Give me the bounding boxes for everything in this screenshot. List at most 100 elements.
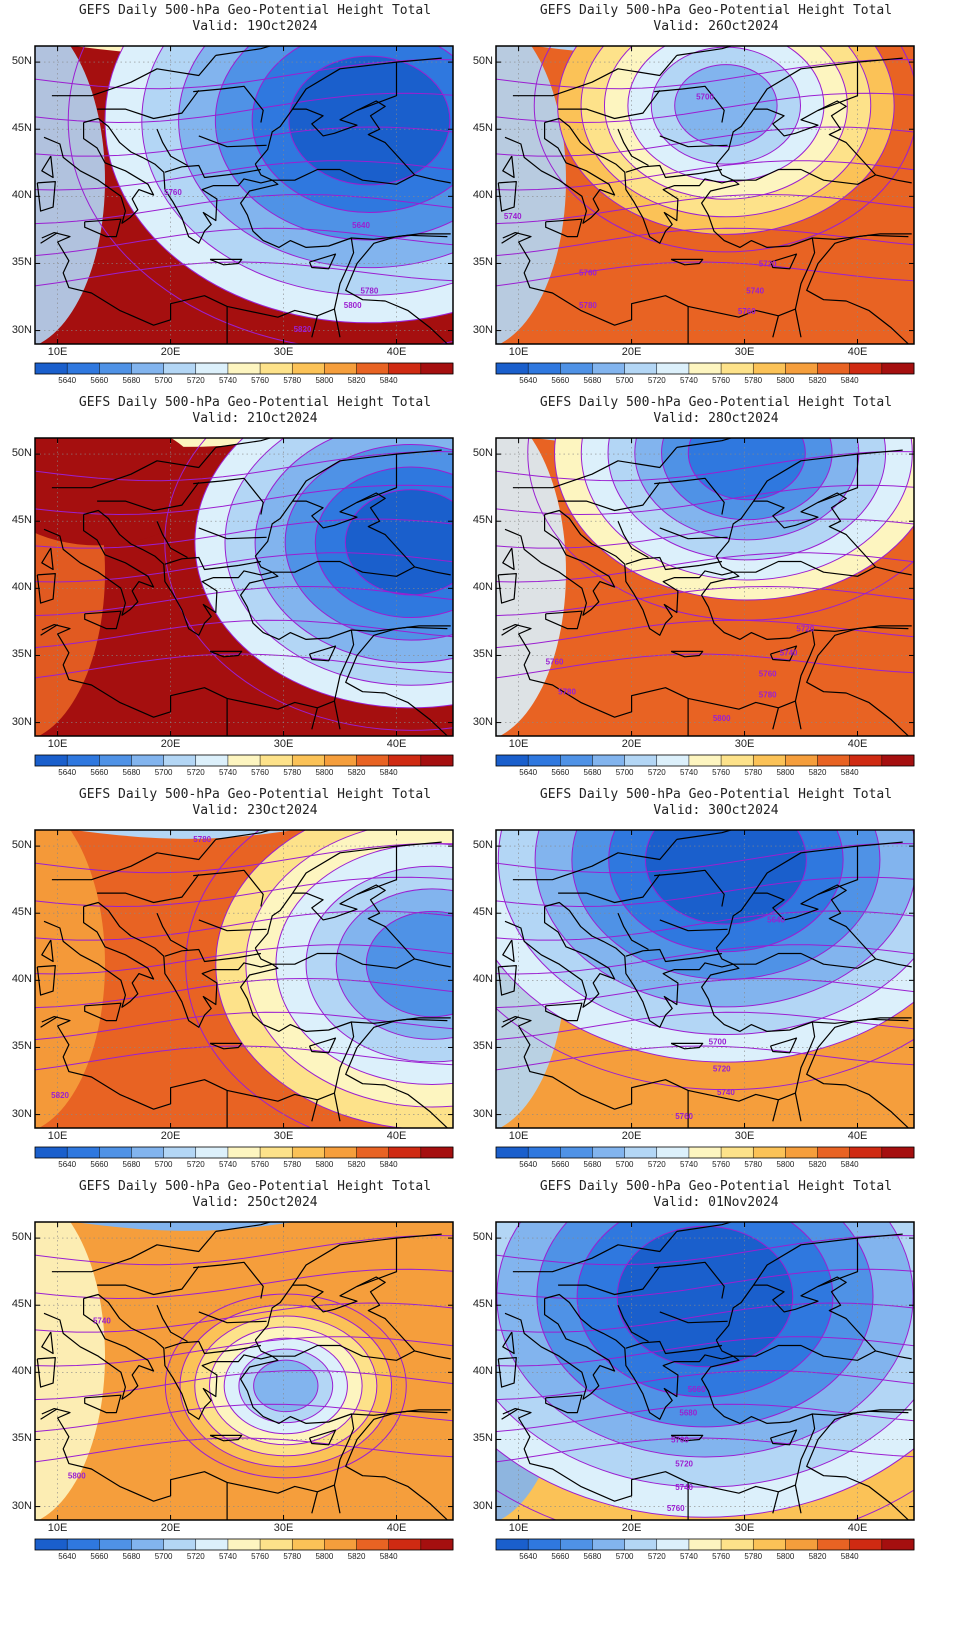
contour-label: 5700	[671, 1436, 689, 1445]
colorbar-swatch	[356, 363, 390, 374]
latitude-label: 30N	[11, 715, 32, 728]
coastline	[36, 1357, 56, 1388]
latitude-label: 45N	[472, 514, 493, 527]
contour-line	[496, 484, 914, 516]
coastline	[43, 122, 155, 224]
colorbar-swatch	[131, 1147, 165, 1158]
coastline	[414, 174, 451, 184]
coastline	[36, 965, 56, 996]
longitude-label: 30E	[273, 346, 294, 358]
coastline	[715, 1276, 877, 1361]
coastline	[254, 492, 416, 577]
contour-label: 5780	[361, 286, 379, 295]
coastline	[254, 884, 416, 969]
coastline	[356, 1233, 442, 1287]
colorbar-swatch	[560, 363, 593, 374]
colorbar-label: 5660	[551, 768, 570, 777]
contour-label: 5780	[759, 690, 777, 699]
coastline	[659, 1311, 728, 1324]
colorbar-swatch	[35, 1539, 68, 1550]
latitude-label: 50N	[472, 839, 493, 852]
colorbar-swatch	[721, 1539, 754, 1550]
coastline	[292, 453, 397, 502]
colorbar-swatch	[163, 363, 197, 374]
coastline	[156, 1304, 188, 1343]
coastline	[545, 218, 583, 238]
height-band	[35, 438, 203, 546]
map-panel: GEFS Daily 500-hPa Geo-Potential Height …	[0, 392, 482, 802]
colorbar-swatch	[260, 1147, 293, 1158]
coastline	[501, 232, 519, 244]
colorbar-swatch	[131, 755, 165, 766]
map-panel: GEFS Daily 500-hPa Geo-Potential Height …	[461, 1176, 943, 1586]
contour-line	[496, 1268, 914, 1300]
colorbar-label: 5760	[712, 768, 730, 777]
latitude-label: 30N	[472, 1499, 493, 1512]
colorbar-swatch	[881, 1539, 915, 1550]
latitude-label: 35N	[11, 1432, 32, 1445]
contour-label: 5720	[675, 1459, 693, 1468]
height-band	[688, 438, 806, 500]
latitude-label: 45N	[472, 122, 493, 135]
colorbar-label: 5840	[840, 1160, 859, 1169]
coastline	[40, 1016, 58, 1028]
colorbar-swatch	[356, 1147, 390, 1158]
colorbar-label: 5680	[583, 1160, 602, 1169]
coastline	[504, 122, 616, 224]
coastline	[164, 164, 239, 179]
contour-line	[35, 58, 453, 90]
colorbar-swatch	[592, 1539, 626, 1550]
colorbar-label: 5800	[315, 376, 334, 385]
colorbar-frame	[495, 754, 915, 767]
height-band	[35, 46, 105, 344]
map-frame	[34, 45, 454, 345]
longitude-label: 20E	[621, 1522, 642, 1534]
colorbar-swatch	[324, 1147, 358, 1158]
colorbar-swatch	[721, 363, 754, 374]
coastline	[769, 253, 798, 270]
contour-label: 5640	[352, 221, 370, 230]
coastline	[215, 438, 273, 448]
coastline	[670, 258, 704, 266]
coastline	[558, 873, 661, 904]
coastline	[41, 1293, 355, 1502]
contour-line	[616, 1225, 794, 1368]
latitude-label: 35N	[11, 256, 32, 269]
coastline	[43, 1298, 155, 1400]
coastline	[36, 573, 56, 604]
colorbar-label: 5840	[379, 376, 398, 385]
coastline	[333, 700, 341, 730]
colorbar-frame	[34, 362, 454, 375]
coastline	[36, 181, 56, 212]
longitude-label: 10E	[508, 1522, 529, 1534]
coastline	[97, 481, 200, 512]
colorbar-swatch	[163, 1539, 197, 1550]
longitude-label: 30E	[734, 1130, 755, 1142]
colorbar-swatch	[656, 1539, 690, 1550]
coastline	[670, 650, 704, 658]
colorbar-label: 5780	[744, 1160, 763, 1169]
coastline	[84, 610, 122, 630]
coastline	[311, 1099, 318, 1122]
colorbar-swatch	[785, 363, 819, 374]
colorbar-label: 5660	[551, 376, 570, 385]
latitude-label: 50N	[472, 55, 493, 68]
contour-line	[35, 160, 453, 191]
contour-line	[35, 1336, 453, 1367]
coastline	[617, 912, 649, 951]
contour-line	[608, 830, 844, 953]
coastline	[41, 117, 355, 326]
coastline	[198, 919, 267, 932]
coastline	[769, 1429, 798, 1446]
coastline	[769, 645, 798, 662]
colorbar-swatch	[817, 755, 851, 766]
colorbar-label: 5640	[519, 1160, 538, 1169]
contour-label: 5740	[746, 286, 764, 295]
contour-line	[35, 1234, 453, 1266]
coastline	[772, 1491, 779, 1514]
contour-line	[254, 438, 453, 664]
colorbar-swatch	[496, 755, 529, 766]
coastline	[238, 560, 262, 567]
contour-line	[557, 46, 895, 235]
colorbar-swatch	[753, 1147, 786, 1158]
